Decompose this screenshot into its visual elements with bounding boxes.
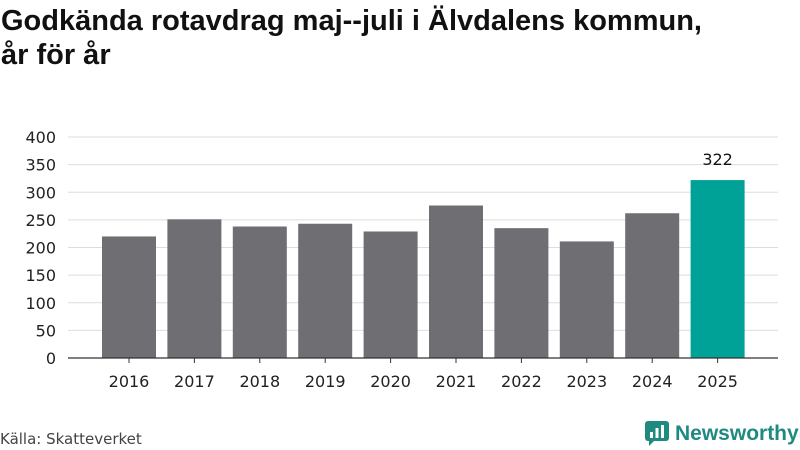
- y-tick-label: 300: [25, 183, 56, 202]
- bar: [363, 231, 418, 358]
- x-tick-label: 2024: [632, 372, 673, 391]
- x-tick-label: 2025: [697, 372, 738, 391]
- y-tick-label: 350: [25, 156, 56, 175]
- source-note: Källa: Skatteverket: [0, 430, 142, 448]
- x-tick-label: 2019: [305, 372, 346, 391]
- x-tick-label: 2017: [174, 372, 215, 391]
- bar: [102, 236, 156, 358]
- y-tick-label: 150: [25, 266, 56, 285]
- chart-title-line-1: Godkända rotavdrag maj--juli i Älvdalens…: [1, 5, 702, 37]
- brand-name: Newsworthy: [675, 422, 799, 445]
- x-tick-label: 2021: [436, 372, 477, 391]
- x-tick-label: 2022: [501, 372, 542, 391]
- newsworthy-logo-icon: [645, 421, 669, 446]
- x-tick-label: 2016: [109, 372, 150, 391]
- y-tick-label: 0: [46, 349, 56, 368]
- brand-logo: Newsworthy: [645, 421, 799, 447]
- y-tick-label: 400: [25, 128, 56, 147]
- y-tick-label: 100: [25, 294, 56, 313]
- bar: [298, 223, 353, 358]
- y-tick-label: 250: [25, 211, 56, 230]
- bar: [625, 213, 680, 358]
- chart-title: Godkända rotavdrag maj--juli i Älvdalens…: [1, 4, 797, 72]
- bar: [494, 228, 549, 358]
- bar: [690, 180, 745, 358]
- chart-title-line-2: år för år: [1, 39, 111, 71]
- x-tick-label: 2023: [566, 372, 607, 391]
- bar: [232, 226, 287, 358]
- x-tick-label: 2018: [239, 372, 280, 391]
- bar: [167, 219, 222, 358]
- x-tick-label: 2020: [370, 372, 411, 391]
- y-tick-label: 200: [25, 239, 56, 258]
- bar: [429, 205, 483, 358]
- y-tick-label: 50: [36, 321, 56, 340]
- bar: [559, 241, 614, 358]
- data-label: 322: [702, 150, 733, 169]
